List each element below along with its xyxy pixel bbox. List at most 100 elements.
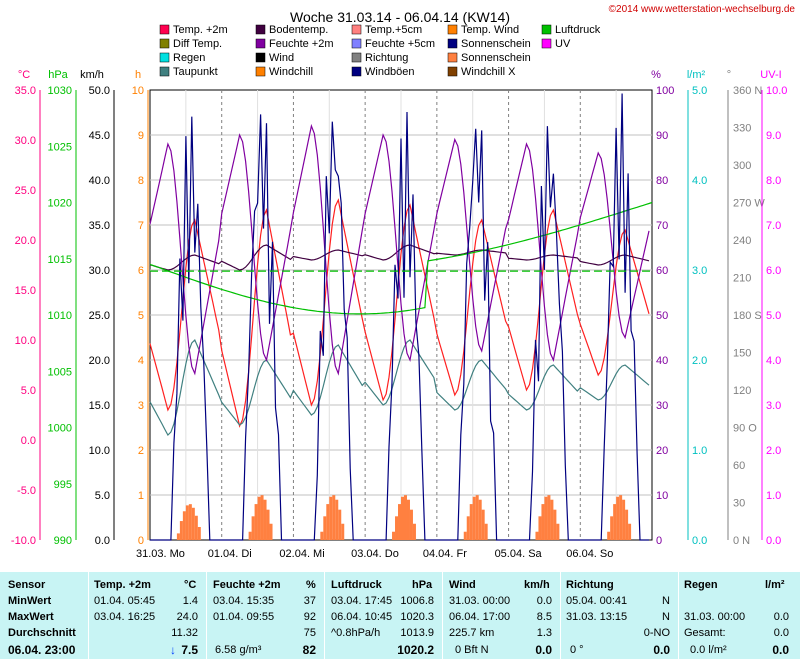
tick-label-dir: 240 (733, 235, 751, 247)
tick-label-dir: 270 W (733, 198, 765, 210)
tick-label-dir: 0 N (733, 535, 750, 547)
tick-label-pct: 40 (656, 355, 668, 367)
regen-total-label: Gesamt: (684, 627, 726, 639)
tick-label-uv: 3.0 (766, 400, 781, 412)
durchschnitt-label: Durchschnitt (8, 627, 76, 639)
feuchte-unit: % (306, 579, 316, 591)
sunshine-bar (254, 504, 258, 540)
richtung-header: Richtung (566, 579, 614, 591)
temp-min-time: 01.04. 05:45 (94, 595, 156, 607)
legend-swatch (447, 24, 458, 35)
legend-swatch (447, 38, 458, 49)
axis-unit-kmh: km/h (80, 69, 104, 81)
temp-unit: °C (184, 579, 197, 591)
sunshine-bar (547, 495, 551, 540)
tick-label-kmh: 35.0 (89, 220, 110, 232)
x-tick-label: 04.04. Fr (423, 548, 467, 560)
legend-label: Sonnenschein (461, 38, 531, 50)
luftdruck-min-value: 1006.8 (400, 595, 434, 607)
sunshine-bar (553, 509, 557, 540)
sunshine-bar (622, 499, 626, 540)
tick-label-kmh: 5.0 (95, 490, 110, 502)
tick-label-h: 9 (138, 130, 144, 142)
richtung-max-time: 31.03. 13:15 (566, 611, 628, 623)
tick-label-kmh: 20.0 (89, 355, 110, 367)
tick-label-dir: 60 (733, 460, 745, 472)
tick-label-hpa: 1010 (48, 310, 72, 322)
legend-label: Temp.+5cm (365, 24, 422, 36)
x-tick-label: 02.04. Mi (279, 548, 324, 560)
legend-swatch (447, 52, 458, 63)
tick-label-rain: 4.0 (692, 175, 707, 187)
sunshine-bar (472, 496, 476, 540)
tick-label-pct: 70 (656, 220, 668, 232)
sunshine-bar (406, 499, 410, 540)
sunshine-bar (616, 496, 620, 540)
sunshine-bar (610, 516, 614, 540)
wind-unit: km/h (524, 579, 550, 591)
sunshine-bar (541, 504, 545, 540)
tick-label-h: 0 (138, 535, 144, 547)
regen-header: Regen (684, 579, 718, 591)
series-line (149, 201, 653, 315)
luftdruck-unit: hPa (412, 579, 433, 591)
axis-unit-temp_c: °C (18, 69, 30, 81)
richtung-avg-value: 0-NO (643, 627, 670, 639)
tick-label-dir: 300 (733, 160, 751, 172)
axis-unit-pct: % (651, 69, 661, 81)
sunshine-bar (182, 511, 186, 540)
tick-label-rain: 2.0 (692, 355, 707, 367)
tick-label-h: 4 (138, 355, 144, 367)
luftdruck-min-time: 03.04. 17:45 (331, 595, 393, 607)
legend-swatch (541, 24, 552, 35)
sunshine-bar (469, 504, 473, 540)
legend-swatch (351, 24, 362, 35)
legend-swatch (447, 66, 458, 77)
sunshine-bar (463, 531, 467, 540)
legend-swatch (159, 52, 170, 63)
x-tick-label: 06.04. So (566, 548, 613, 560)
tick-label-dir: 120 (733, 385, 751, 397)
legend-swatch (159, 24, 170, 35)
sunshine-bar (323, 516, 327, 540)
tick-label-temp_c: 35.0 (15, 85, 36, 97)
sunshine-bar (481, 509, 485, 540)
copyright: ©2014 www.wetterstation-wechselburg.de (609, 4, 796, 15)
legend-label: UV (555, 38, 571, 50)
temp-trend-arrow: ↓ (170, 643, 176, 657)
tick-label-h: 3 (138, 400, 144, 412)
luftdruck-header: Luftdruck (331, 579, 382, 591)
tick-label-hpa: 1000 (48, 423, 72, 435)
sunshine-bar (478, 499, 482, 540)
sunshine-bar (613, 504, 617, 540)
tick-label-kmh: 10.0 (89, 445, 110, 457)
tick-label-temp_c: -5.0 (17, 485, 36, 497)
sunshine-bar (475, 495, 479, 540)
feuchte-min-time: 03.04. 15:35 (213, 595, 275, 607)
richtung-min-value: N (662, 595, 670, 607)
richtung-current-value: 0.0 (653, 643, 670, 657)
current-time-label: 06.04. 23:00 (8, 643, 76, 657)
tick-label-dir: 150 (733, 348, 751, 360)
wind-max-time: 06.04. 17:00 (449, 611, 511, 623)
minwert-label: MinWert (8, 595, 52, 607)
tick-label-hpa: 990 (54, 535, 72, 547)
temp-header: Temp. +2m (94, 579, 151, 591)
sunshine-bar (628, 523, 632, 540)
tick-label-hpa: 1015 (48, 254, 72, 266)
sunshine-bar (550, 499, 554, 540)
weather-chart: Woche 31.03.14 - 06.04.14 (KW14) ©2014 ww… (11, 4, 796, 560)
feuchte-header: Feuchte +2m (213, 579, 281, 591)
wind-max-value: 8.5 (536, 611, 552, 623)
x-tick-label: 05.04. Sa (495, 548, 543, 560)
legend-label: Temp. +2m (173, 24, 228, 36)
tick-label-pct: 30 (656, 400, 668, 412)
sunshine-bar (392, 531, 396, 540)
sunshine-bar (607, 531, 611, 540)
tick-label-uv: 1.0 (766, 490, 781, 502)
tick-label-uv: 2.0 (766, 445, 781, 457)
sunshine-bar (341, 523, 345, 540)
tick-label-dir: 210 (733, 273, 751, 285)
tick-label-dir: 360 N (733, 85, 762, 97)
tick-label-uv: 5.0 (766, 310, 781, 322)
